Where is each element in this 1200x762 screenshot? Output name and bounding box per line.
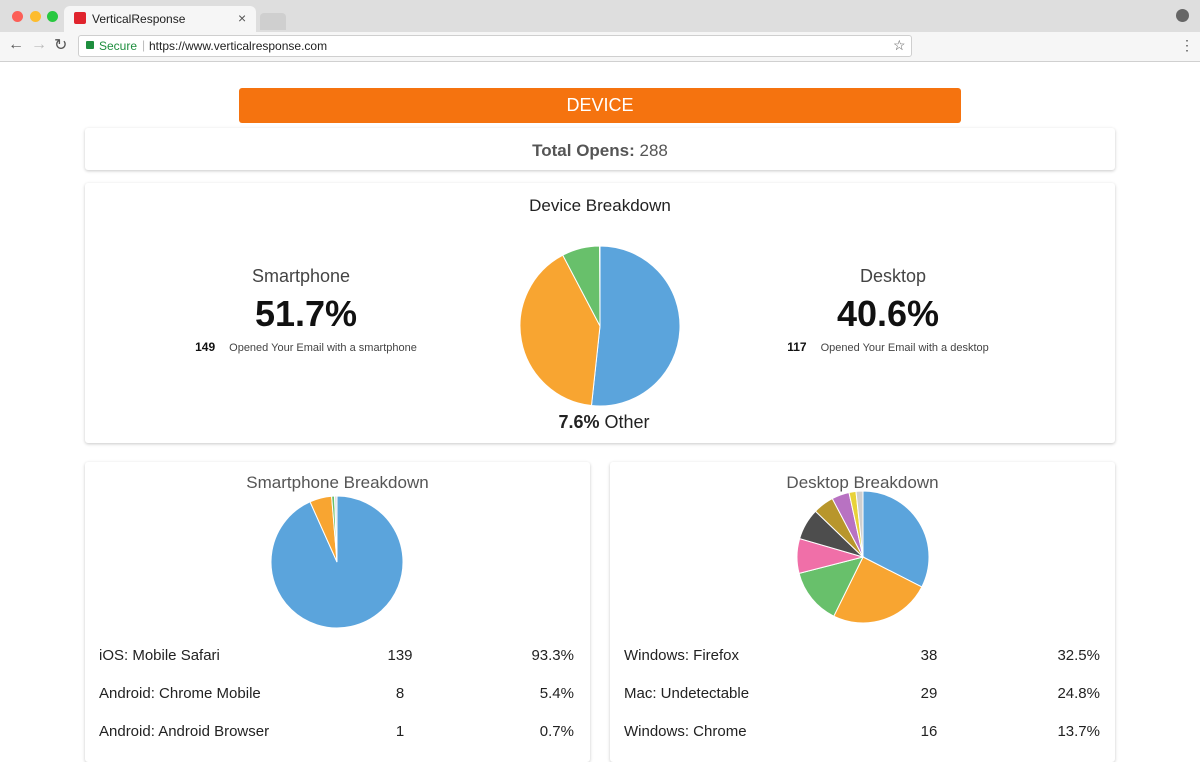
other-name: Other: [604, 412, 650, 432]
segment-name: Desktop: [728, 266, 1048, 287]
card-title: Smartphone Breakdown: [246, 473, 429, 492]
row-percent: 5.4%: [539, 685, 574, 702]
row-percent: 32.5%: [1057, 647, 1100, 664]
reload-button[interactable]: ↻: [54, 37, 68, 54]
secure-label: Secure: [99, 39, 138, 53]
favicon: [74, 12, 86, 24]
segment-name: Smartphone: [146, 266, 466, 287]
segment-percent: 40.6%: [836, 293, 940, 334]
tab-title: VerticalResponse: [92, 12, 186, 26]
close-window[interactable]: [12, 11, 23, 22]
forward-button[interactable]: →: [31, 36, 47, 53]
segment-count: 149: [195, 340, 216, 354]
row-percent: 24.8%: [1057, 685, 1100, 702]
bookmark-star[interactable]: ☆: [893, 37, 906, 53]
new-tab[interactable]: [260, 13, 286, 30]
row-count: 8: [395, 685, 405, 702]
row-percent: 13.7%: [1057, 723, 1100, 740]
segment-label: Smartphone: [251, 266, 351, 286]
active-tab[interactable]: VerticalResponse ×: [64, 6, 256, 32]
pie-slice: [562, 245, 601, 327]
row-label: Android: Android Browser: [99, 723, 270, 740]
total-opens-label: Total Opens:: [532, 141, 635, 160]
pie-slice: [833, 556, 923, 624]
lock-icon: [86, 41, 94, 49]
other-percent: 7.6%: [558, 412, 600, 432]
row-name: Android: Android Browser: [99, 722, 279, 742]
row-count: 29: [920, 685, 938, 702]
segment-caption: 117 Opened Your Email with a desktop: [728, 340, 1048, 354]
row-name: Mac: Undetectable: [624, 684, 759, 704]
row-label: Android: Chrome Mobile: [99, 685, 261, 702]
row-count: 139: [387, 647, 413, 664]
pie-slice: [590, 245, 681, 407]
pie-slice: [862, 490, 930, 588]
row-count: 38: [920, 647, 938, 664]
row-count: 16: [920, 723, 938, 740]
minimize-window[interactable]: [30, 11, 41, 22]
pie-slice: [333, 495, 338, 563]
total-opens-card: Total Opens: 288: [85, 128, 1115, 170]
row-name: Windows: Chrome: [624, 722, 757, 742]
total-opens: Total Opens: 288: [85, 141, 1115, 161]
row-name: Android: Chrome Mobile: [99, 684, 271, 704]
back-button[interactable]: ←: [8, 36, 24, 53]
section-header: DEVICE: [239, 88, 961, 123]
profile-icon[interactable]: [1176, 9, 1189, 22]
row-percent: 0.7%: [539, 723, 574, 740]
pie-chart: [796, 490, 930, 624]
address-bar[interactable]: Secure | https://www.verticalresponse.co…: [78, 35, 912, 57]
segment-count: 117: [787, 340, 807, 354]
segment-caption-text: Opened Your Email with a smartphone: [229, 342, 417, 354]
desktop-breakdown-card: Desktop Breakdown Windows: Firefox 38 32.5…: [610, 462, 1115, 762]
close-tab[interactable]: ×: [238, 10, 247, 26]
row-count: 1: [395, 723, 405, 740]
card-title: Device Breakdown: [529, 196, 671, 215]
segment-caption-text: Opened Your Email with a desktop: [820, 342, 989, 354]
other-legend: 7.6% Other: [85, 412, 1115, 433]
row-percent: 93.3%: [531, 647, 574, 664]
row-label: Mac: Undetectable: [624, 685, 750, 702]
row-name: Windows: Firefox: [624, 646, 749, 666]
total-opens-value: 288: [639, 141, 668, 160]
toolbar: ← → ↻ Secure | https://www.verticalrespo…: [0, 32, 1200, 62]
segment-label: Desktop: [859, 266, 927, 286]
pie-slice: [798, 556, 864, 617]
row-label: iOS: Mobile Safari: [99, 647, 220, 664]
pie-chart: [270, 495, 404, 629]
menu-button[interactable]: ⋮: [1180, 37, 1194, 53]
row-name: iOS: Mobile Safari: [99, 646, 230, 666]
card-title: Desktop Breakdown: [786, 473, 939, 492]
row-label: Windows: Firefox: [624, 647, 740, 664]
url: https://www.verticalresponse.com: [149, 39, 328, 53]
zoom-window[interactable]: [47, 11, 58, 22]
pie-slice: [519, 254, 601, 407]
row-label: Windows: Chrome: [624, 723, 747, 740]
separator: |: [142, 38, 146, 52]
pie-slice: [855, 490, 864, 558]
pie-chart: [519, 245, 681, 407]
device-breakdown-card: Device Breakdown Smartphone 51.7% 149 Opene…: [85, 183, 1115, 443]
segment-caption: 149 Opened Your Email with a smartphone: [146, 340, 466, 354]
segment-percent: 51.7%: [254, 293, 358, 334]
smartphone-breakdown-card: Smartphone Breakdown iOS: Mobile Safari 1…: [85, 462, 590, 762]
